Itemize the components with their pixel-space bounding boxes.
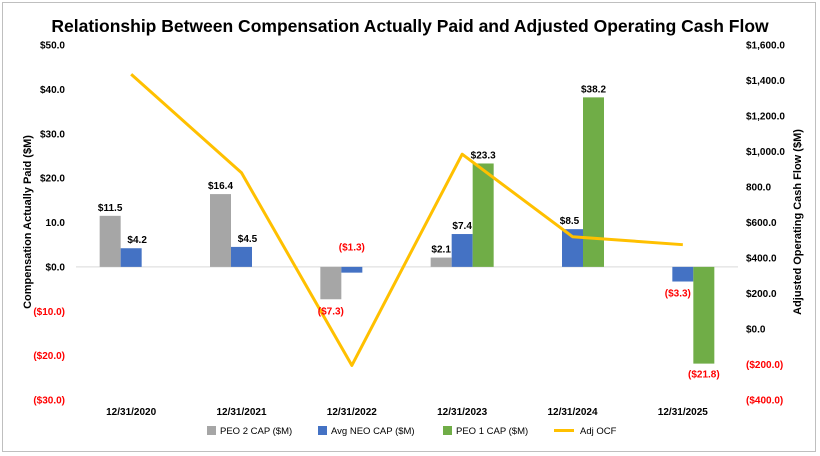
legend-swatch [443, 426, 452, 435]
y2-tick-label: $1,600.0 [746, 41, 785, 52]
bar [231, 247, 252, 267]
data-label: ($1.3) [339, 243, 365, 254]
data-label: $23.3 [471, 150, 496, 161]
legend-label: Avg NEO CAP ($M) [331, 426, 415, 437]
data-label: $16.4 [208, 181, 233, 192]
data-label: ($3.3) [665, 289, 691, 300]
bar [473, 163, 494, 266]
y-tick-label: $40.0 [40, 85, 65, 96]
bar [672, 267, 693, 282]
bar [431, 258, 452, 267]
y-tick-label: ($30.0) [33, 396, 65, 407]
legend-item: PEO 1 CAP ($M) [443, 426, 528, 437]
y2-tick-label: $0.0 [746, 325, 766, 336]
legend-swatch [318, 426, 327, 435]
legend-label: PEO 2 CAP ($M) [220, 426, 292, 437]
legend: PEO 2 CAP ($M) Avg NEO CAP ($M) PEO 1 CAP … [207, 426, 617, 437]
y2-tick-label: ($200.0) [746, 360, 783, 371]
axes-group: $50.0 $40.0 $30.0 $20.0 10.0 $0.0 ($10.0) ($20.… [33, 41, 785, 419]
x-tick-label: 12/31/2021 [216, 407, 266, 418]
y-tick-label: $0.0 [46, 262, 66, 273]
bar [100, 216, 121, 267]
bar [693, 267, 714, 364]
x-tick-label: 12/31/2022 [327, 407, 377, 418]
x-tick-label: 12/31/2025 [658, 407, 708, 418]
data-label: $4.2 [127, 235, 147, 246]
y-tick-label: $50.0 [40, 41, 65, 52]
data-label: $8.5 [560, 216, 580, 227]
x-tick-label: 12/31/2020 [106, 407, 156, 418]
data-label: $11.5 [98, 203, 123, 214]
y-tick-label: $30.0 [40, 129, 65, 140]
x-tick-label: 12/31/2024 [547, 407, 597, 418]
bar [583, 97, 604, 267]
bars-group [100, 97, 715, 363]
y2-tick-label: ($400.0) [746, 396, 783, 407]
data-label: $4.5 [238, 234, 258, 245]
bar [452, 234, 473, 267]
y2-tick-label: $1,000.0 [746, 147, 785, 158]
y-axis-title: Compensation Actually Paid ($M) [22, 135, 34, 309]
x-tick-label: 12/31/2023 [437, 407, 487, 418]
legend-label: Adj OCF [580, 426, 617, 437]
bar [121, 248, 142, 267]
y-tick-label: 10.0 [46, 218, 66, 229]
legend-item: Adj OCF [554, 426, 617, 437]
y2-tick-label: $1,400.0 [746, 76, 785, 87]
y-tick-label: ($20.0) [33, 351, 65, 362]
data-label: ($7.3) [318, 306, 344, 317]
data-label: $2.1 [431, 245, 451, 256]
y2-tick-label: 800.0 [746, 183, 771, 194]
legend-swatch [207, 426, 216, 435]
y2-axis-title: Adjusted Operating Cash Flow ($M) [792, 129, 804, 315]
data-label: $7.4 [452, 221, 472, 232]
legend-label: PEO 1 CAP ($M) [456, 426, 528, 437]
data-label: $38.2 [581, 84, 606, 95]
chart-canvas: Relationship Between Compensation Actual… [0, 0, 820, 456]
bar [341, 267, 362, 273]
y-tick-label: ($10.0) [33, 307, 65, 318]
bar [562, 229, 583, 267]
data-label: ($21.8) [688, 370, 720, 381]
y-tick-label: $20.0 [40, 174, 65, 185]
y2-tick-label: $200.0 [746, 289, 777, 300]
y2-tick-label: $1,200.0 [746, 112, 785, 123]
bar [320, 267, 341, 299]
chart-title: Relationship Between Compensation Actual… [51, 16, 769, 36]
bar [210, 194, 231, 267]
legend-item: Avg NEO CAP ($M) [318, 426, 415, 437]
y2-tick-label: $400.0 [746, 254, 777, 265]
legend-item: PEO 2 CAP ($M) [207, 426, 292, 437]
y2-tick-label: $600.0 [746, 218, 777, 229]
